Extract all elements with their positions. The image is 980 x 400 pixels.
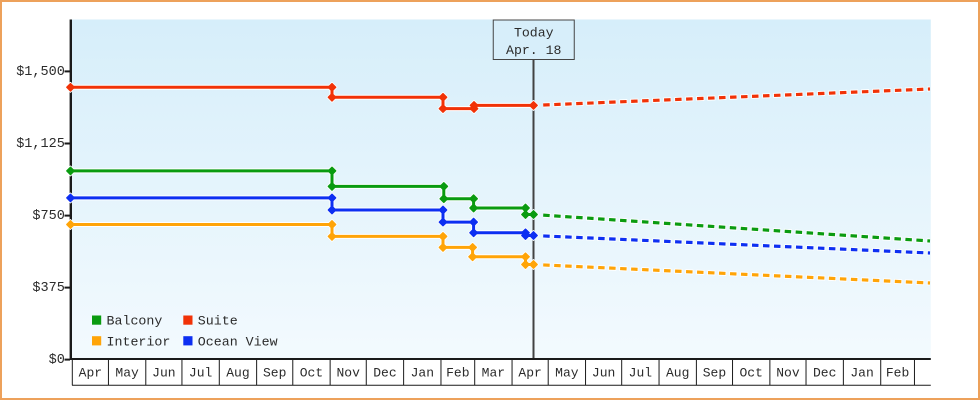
svg-text:$1,125: $1,125 [16,137,65,152]
svg-text:Balcony: Balcony [107,314,163,329]
svg-text:Feb: Feb [886,365,909,380]
svg-text:Jun: Jun [592,365,615,380]
svg-text:Jul: Jul [629,365,653,380]
svg-text:Oct: Oct [739,365,762,380]
svg-text:Nov: Nov [776,365,800,380]
svg-text:Feb: Feb [446,365,469,380]
svg-text:May: May [115,365,139,380]
svg-text:Jul: Jul [189,365,213,380]
svg-text:Dec: Dec [373,365,396,380]
svg-text:Dec: Dec [813,365,836,380]
svg-text:Sep: Sep [263,365,286,380]
svg-text:Oct: Oct [300,365,323,380]
svg-text:Aug: Aug [666,365,689,380]
svg-text:Suite: Suite [198,314,238,329]
svg-text:Apr. 18: Apr. 18 [506,43,561,58]
svg-text:Interior: Interior [107,334,171,349]
svg-text:Jan: Jan [850,365,873,380]
svg-text:Sep: Sep [703,365,726,380]
svg-text:$750: $750 [32,209,64,224]
svg-text:Mar: Mar [482,365,505,380]
svg-text:$1,500: $1,500 [16,65,65,80]
svg-text:$0: $0 [49,353,65,368]
svg-text:Jun: Jun [152,365,175,380]
svg-text:Today: Today [514,26,554,41]
svg-text:Ocean View: Ocean View [198,334,278,349]
svg-text:$375: $375 [32,281,64,296]
svg-text:Apr: Apr [79,365,102,380]
svg-text:Jan: Jan [411,365,434,380]
svg-text:Nov: Nov [336,365,360,380]
svg-text:Apr: Apr [518,365,541,380]
svg-text:May: May [555,365,579,380]
svg-text:Aug: Aug [226,365,249,380]
